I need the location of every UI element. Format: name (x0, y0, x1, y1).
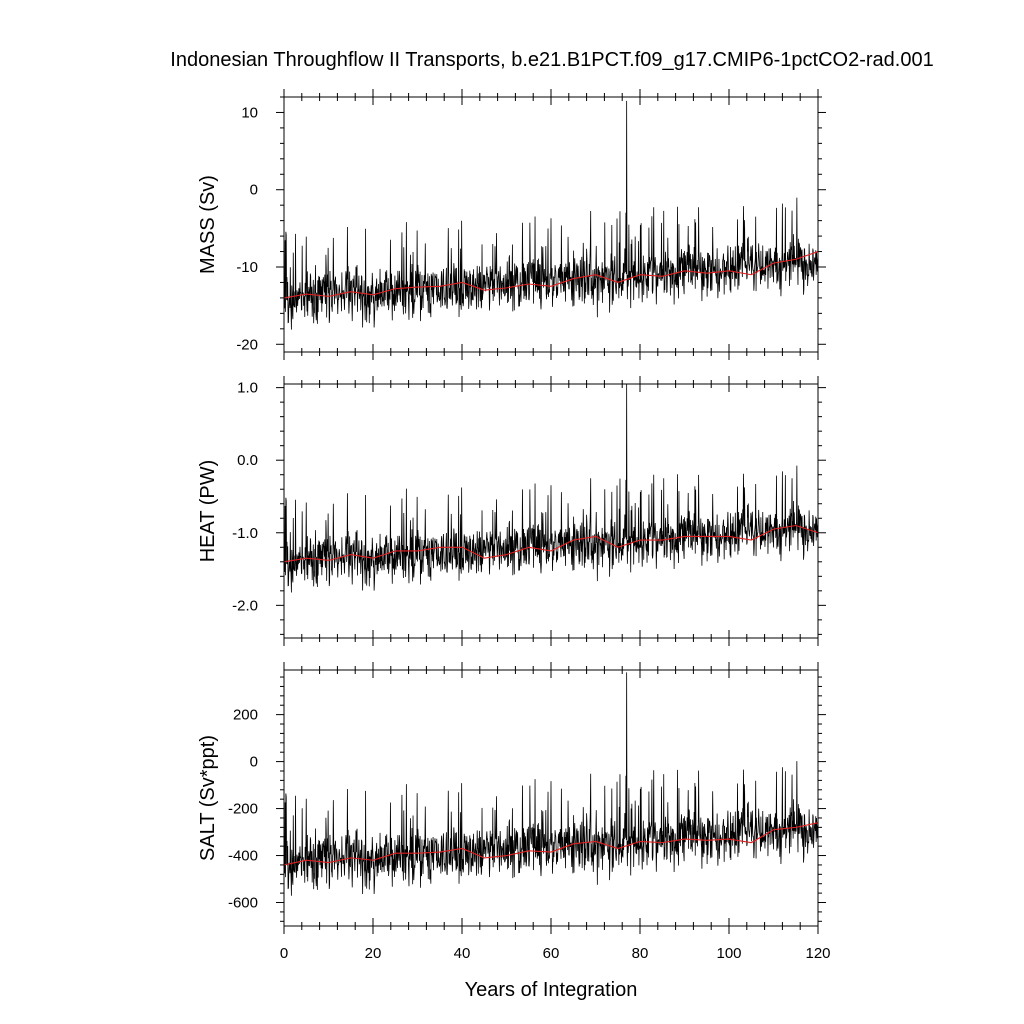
y-tick-label: -1.0 (232, 525, 258, 542)
y-tick-label: 1.0 (237, 380, 258, 397)
series-monthly-line (283, 383, 819, 593)
y-axis-title: HEAT (PW) (197, 460, 219, 563)
y-tick-label: -600 (228, 895, 258, 912)
y-tick-label: 0.0 (237, 452, 258, 469)
panel-3: 200 0 -200 -400 -600 SALT (Sv*ppt) 0 20 40 60 80 10… (197, 662, 831, 962)
panel-2: 1.0 0.0 -1.0 -2.0 HEAT (PW) (197, 376, 826, 646)
x-tick-label: 0 (280, 945, 288, 962)
x-tick-label: 80 (632, 945, 649, 962)
chart-title: Indonesian Throughflow II Transports, b.… (170, 49, 933, 71)
x-tick-label: 20 (365, 945, 382, 962)
y-tick-label: 200 (233, 707, 258, 724)
x-tick-label: 60 (543, 945, 560, 962)
series-annual-mean-line (283, 251, 819, 299)
panel-1: 10 0 -10 -20 MASS (Sv) (197, 89, 826, 360)
series-monthly-line (283, 100, 819, 330)
series-annual-mean-line (283, 524, 819, 563)
y-tick-label: 10 (241, 104, 258, 121)
y-tick-label: 0 (250, 182, 258, 199)
series-monthly-line (283, 672, 819, 896)
x-tick-label: 40 (454, 945, 471, 962)
x-tick-label: 120 (805, 945, 830, 962)
y-tick-label: -400 (228, 848, 258, 865)
y-tick-label: -2.0 (232, 597, 258, 614)
y-tick-label: -20 (236, 336, 258, 353)
x-tick-label: 100 (716, 945, 741, 962)
x-axis-title: Years of Integration (465, 979, 638, 1001)
y-tick-label: -200 (228, 801, 258, 818)
y-axis-title: MASS (Sv) (197, 175, 219, 274)
y-tick-label: 0 (250, 754, 258, 771)
y-axis-title: SALT (Sv*ppt) (197, 735, 219, 861)
series-annual-mean-line (283, 822, 819, 866)
y-tick-label: -10 (236, 259, 258, 276)
